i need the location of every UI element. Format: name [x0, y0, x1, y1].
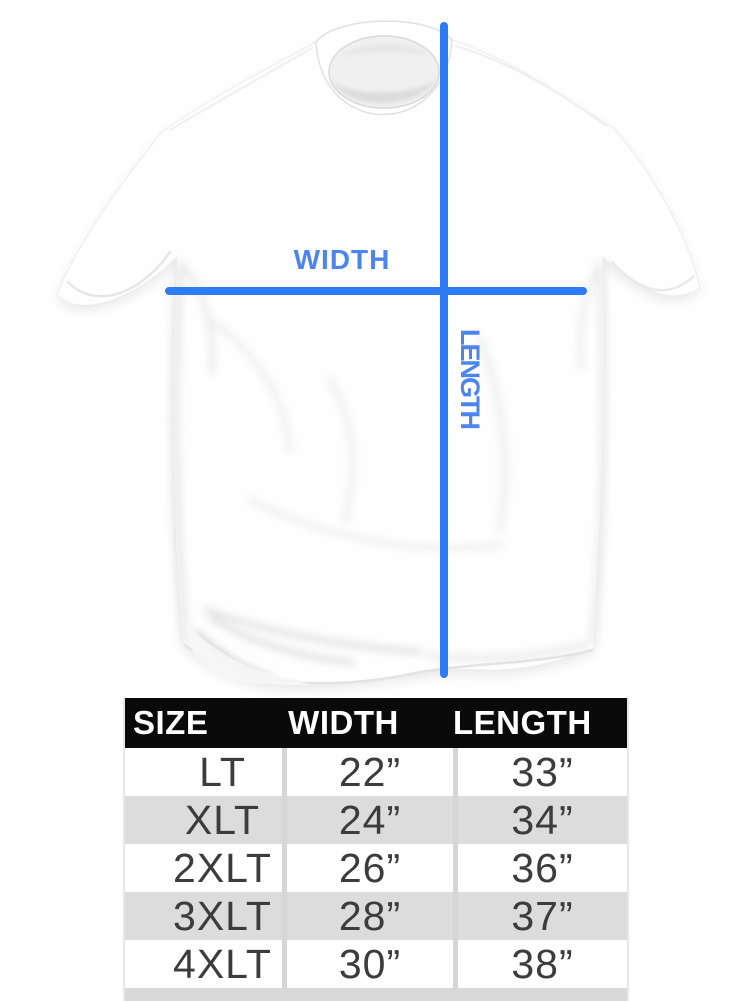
- cell-length: 37”: [453, 892, 627, 940]
- length-measure-line: [440, 22, 448, 678]
- table-row: XLT 24” 34”: [125, 796, 627, 844]
- tshirt-body: [56, 22, 701, 686]
- width-measure-line: [165, 287, 587, 295]
- cell-length: 38”: [453, 940, 627, 988]
- cell-size: 3XLT: [173, 892, 272, 939]
- length-label: LENGTH: [455, 329, 485, 428]
- table-row: 3XLT 28” 37”: [125, 892, 627, 940]
- table-row: 4XLT 30” 38”: [125, 940, 627, 988]
- cell-length: 36”: [453, 844, 627, 892]
- table-row: 2XLT 26” 36”: [125, 844, 627, 892]
- cell-width: 24”: [282, 796, 453, 844]
- cell-width: 28”: [282, 892, 453, 940]
- cell-size: 4XLT: [173, 940, 272, 987]
- width-label: WIDTH: [293, 244, 391, 275]
- size-chart-header: SIZE WIDTH LENGTH: [125, 698, 627, 748]
- column-header-length: LENGTH: [453, 704, 592, 741]
- cell-width: 22”: [282, 748, 453, 796]
- column-header-size: SIZE: [133, 704, 209, 741]
- cell-size: LT: [199, 748, 246, 795]
- cell-length: 33”: [453, 748, 627, 796]
- cell-length: 34”: [453, 796, 627, 844]
- column-header-width: WIDTH: [288, 704, 399, 741]
- cell-size: 2XLT: [173, 844, 272, 891]
- table-row: LT 22” 33”: [125, 748, 627, 796]
- cell-width: 26”: [282, 844, 453, 892]
- tshirt-graphic: [56, 20, 701, 691]
- table-bottom-strip: [125, 988, 627, 1001]
- cell-size: XLT: [184, 796, 261, 843]
- size-chart-table: SIZE WIDTH LENGTH LT 22” 33” XLT 24” 34”…: [123, 698, 629, 1001]
- cell-width: 30”: [282, 940, 453, 988]
- tshirt-hem-fold: [186, 622, 310, 685]
